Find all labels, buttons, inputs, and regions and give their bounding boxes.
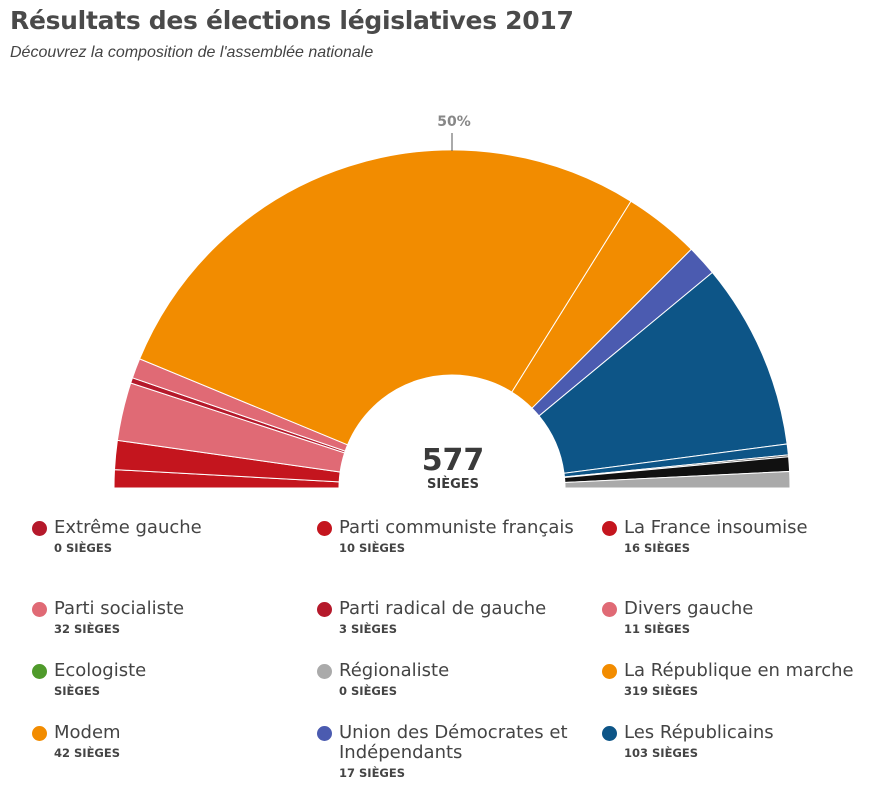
legend-party-name: Régionaliste [339, 660, 450, 681]
legend-party-name: Divers gauche [624, 598, 754, 619]
legend-color-dot [317, 664, 332, 679]
legend-seat-count: 319 SIÈGES [624, 684, 699, 698]
legend-seat-count: 16 SIÈGES [624, 541, 691, 555]
hemicycle-slice-8[interactable] [138, 149, 632, 446]
legend-color-dot [602, 521, 617, 536]
legend-party-name: La République en marche [624, 660, 854, 681]
legend-party-name: Ecologiste [54, 660, 147, 681]
legend-seat-count: SIÈGES [54, 684, 100, 698]
legend-seat-count: 3 SIÈGES [339, 622, 397, 636]
legend-seat-count: 103 SIÈGES [624, 746, 699, 760]
legend-party-name: Extrême gauche [54, 517, 202, 538]
legend-color-dot [602, 602, 617, 617]
legend-seat-count: 17 SIÈGES [339, 766, 406, 780]
majority-label: 50% [437, 114, 471, 130]
legend-party-name: Parti socialiste [54, 598, 185, 619]
legend-color-dot [317, 602, 332, 617]
hemicycle-chart: 50% 577 SIÈGES [113, 114, 791, 492]
legend-seat-count: 0 SIÈGES [339, 684, 397, 698]
legend-party-name: Parti communiste français [339, 517, 574, 538]
legend-party-name: Modem [54, 722, 121, 743]
legend-color-dot [32, 521, 47, 536]
legend-color-dot [317, 521, 332, 536]
chart-title: Résultats des élections législatives 201… [10, 6, 574, 35]
total-seats-label: SIÈGES [427, 476, 479, 492]
legend-party-name: Parti radical de gauche [339, 598, 547, 619]
legend-color-dot [32, 726, 47, 741]
legend-party-name: Union des Démocrates et Indépendants [339, 722, 568, 763]
legend-color-dot [602, 726, 617, 741]
legend-color-dot [602, 664, 617, 679]
total-seats: 577 [422, 443, 485, 478]
hemicycle-slice-15[interactable] [564, 470, 791, 489]
legend-seat-count: 32 SIÈGES [54, 622, 121, 636]
legend-color-dot [32, 664, 47, 679]
legend-color-dot [32, 602, 47, 617]
legend-seat-count: 11 SIÈGES [624, 622, 691, 636]
chart-subtitle: Découvrez la composition de l'assemblée … [10, 44, 374, 61]
legend-party-name: Les Républicains [624, 722, 774, 743]
legend-seat-count: 42 SIÈGES [54, 746, 121, 760]
legend-color-dot [317, 726, 332, 741]
legend-party-name: La France insoumise [624, 517, 808, 538]
legend-seat-count: 0 SIÈGES [54, 541, 112, 555]
hemicycle-slice-11[interactable] [538, 271, 788, 474]
legend-seat-count: 10 SIÈGES [339, 541, 406, 555]
